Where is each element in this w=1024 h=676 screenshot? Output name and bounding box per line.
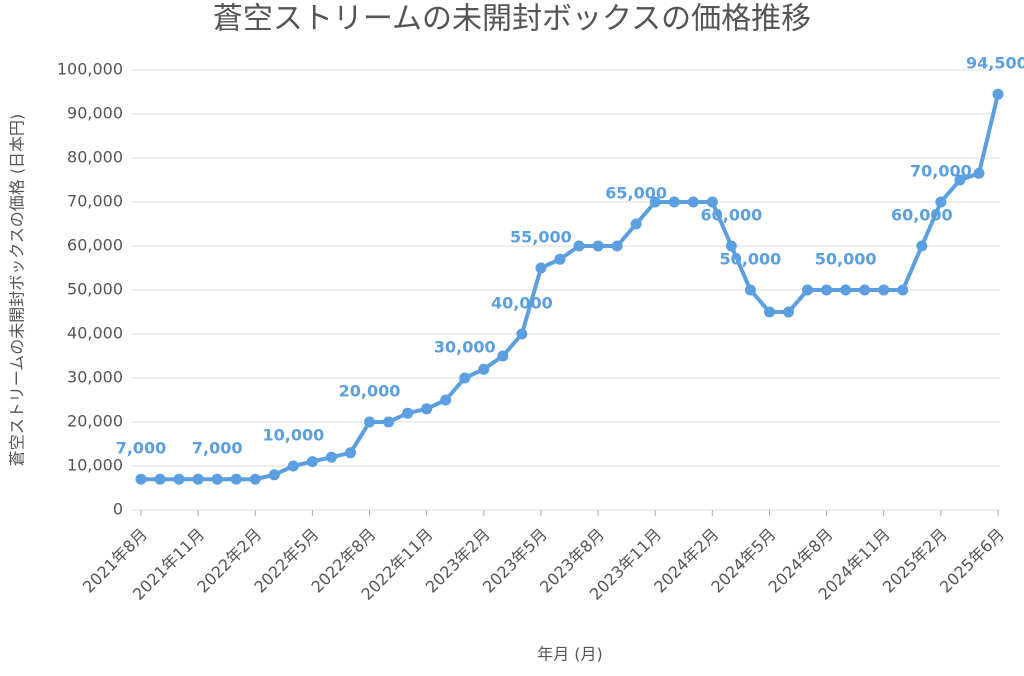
- point: [135, 473, 147, 485]
- point: [897, 284, 909, 296]
- point: [954, 174, 966, 186]
- point: [935, 196, 947, 208]
- value-label: 7,000: [192, 439, 243, 458]
- x-axis-label: 年月 (月): [537, 645, 603, 664]
- point: [802, 284, 814, 296]
- point: [821, 284, 833, 296]
- y-tick-label: 90,000: [67, 104, 123, 123]
- point: [744, 284, 756, 296]
- point: [763, 306, 775, 318]
- point: [249, 473, 261, 485]
- point: [344, 447, 356, 459]
- point: [725, 240, 737, 252]
- point: [649, 196, 661, 208]
- value-label: 60,000: [701, 206, 763, 225]
- y-tick-label: 0: [113, 500, 123, 519]
- point: [287, 460, 299, 472]
- point: [687, 196, 699, 208]
- value-label: 60,000: [891, 206, 953, 225]
- point: [421, 403, 433, 415]
- point: [611, 240, 623, 252]
- point: [364, 416, 376, 428]
- y-axis-label: 蒼空ストリームの未開封ボックスの価格 (日本円): [8, 114, 27, 467]
- point: [783, 306, 795, 318]
- point: [668, 196, 680, 208]
- point: [992, 88, 1004, 100]
- value-label: 50,000: [815, 250, 877, 269]
- point: [840, 284, 852, 296]
- point: [973, 167, 985, 179]
- value-label: 65,000: [605, 184, 667, 203]
- value-label: 70,000: [910, 162, 972, 181]
- value-label: 50,000: [720, 250, 782, 269]
- y-tick-label: 30,000: [67, 368, 123, 387]
- point: [230, 473, 242, 485]
- y-tick-label: 60,000: [67, 236, 123, 255]
- point: [268, 469, 280, 481]
- chart-title: 蒼空ストリームの未開封ボックスの価格推移: [213, 2, 811, 37]
- y-tick-label: 50,000: [67, 280, 123, 299]
- point: [497, 350, 509, 362]
- y-tick-label: 70,000: [67, 192, 123, 211]
- value-label: 55,000: [510, 228, 572, 247]
- value-label: 20,000: [339, 382, 401, 401]
- point: [630, 218, 642, 230]
- value-label: 30,000: [434, 338, 496, 357]
- point: [440, 394, 452, 406]
- y-tick-label: 100,000: [57, 60, 123, 79]
- point: [325, 451, 337, 463]
- point: [573, 240, 585, 252]
- point: [916, 240, 928, 252]
- point: [592, 240, 604, 252]
- point: [859, 284, 871, 296]
- point: [211, 473, 223, 485]
- line: [141, 93, 1000, 482]
- y-tick-label: 10,000: [67, 456, 123, 475]
- y-tick-label: 40,000: [67, 324, 123, 343]
- point: [402, 407, 414, 419]
- point: [535, 262, 547, 274]
- point: [173, 473, 185, 485]
- y-tick-label: 80,000: [67, 148, 123, 167]
- point: [154, 473, 166, 485]
- y-tick-label: 20,000: [67, 412, 123, 431]
- point: [383, 416, 395, 428]
- point: [554, 253, 566, 265]
- value-label: 94,500: [966, 54, 1024, 73]
- point: [706, 196, 718, 208]
- point: [192, 473, 204, 485]
- point: [878, 284, 890, 296]
- point: [516, 328, 528, 340]
- point: [459, 372, 471, 384]
- value-label: 40,000: [491, 294, 553, 313]
- point: [478, 363, 490, 375]
- value-label: 7,000: [116, 439, 167, 458]
- value-label: 10,000: [262, 426, 324, 445]
- point: [306, 456, 318, 468]
